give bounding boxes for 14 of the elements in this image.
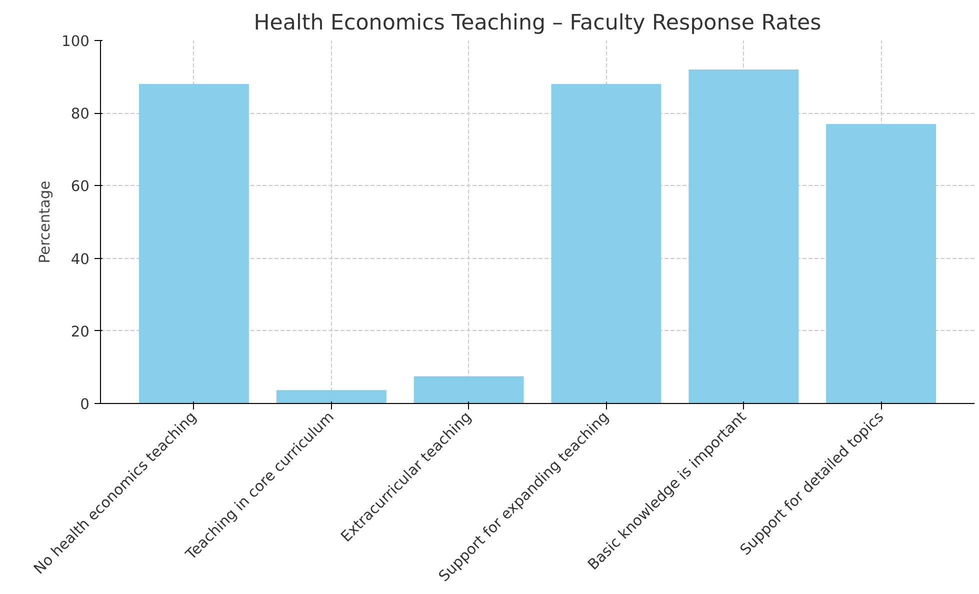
y-tick-label: 40 <box>70 250 90 268</box>
y-tick-label: 60 <box>70 178 90 196</box>
y-tick-label: 0 <box>80 396 90 413</box>
bar <box>414 376 524 404</box>
bar <box>276 390 386 404</box>
bar <box>826 124 936 404</box>
bar <box>138 84 249 404</box>
bar <box>551 84 662 404</box>
y-tick-label: 80 <box>70 106 90 123</box>
y-axis-title: Percentage <box>36 180 54 264</box>
y-tick-label: 20 <box>70 323 90 340</box>
chart-title: Health Economics Teaching – Faculty Response Rates <box>254 10 822 36</box>
bar <box>688 70 799 404</box>
y-tick-label: 100 <box>62 33 90 50</box>
